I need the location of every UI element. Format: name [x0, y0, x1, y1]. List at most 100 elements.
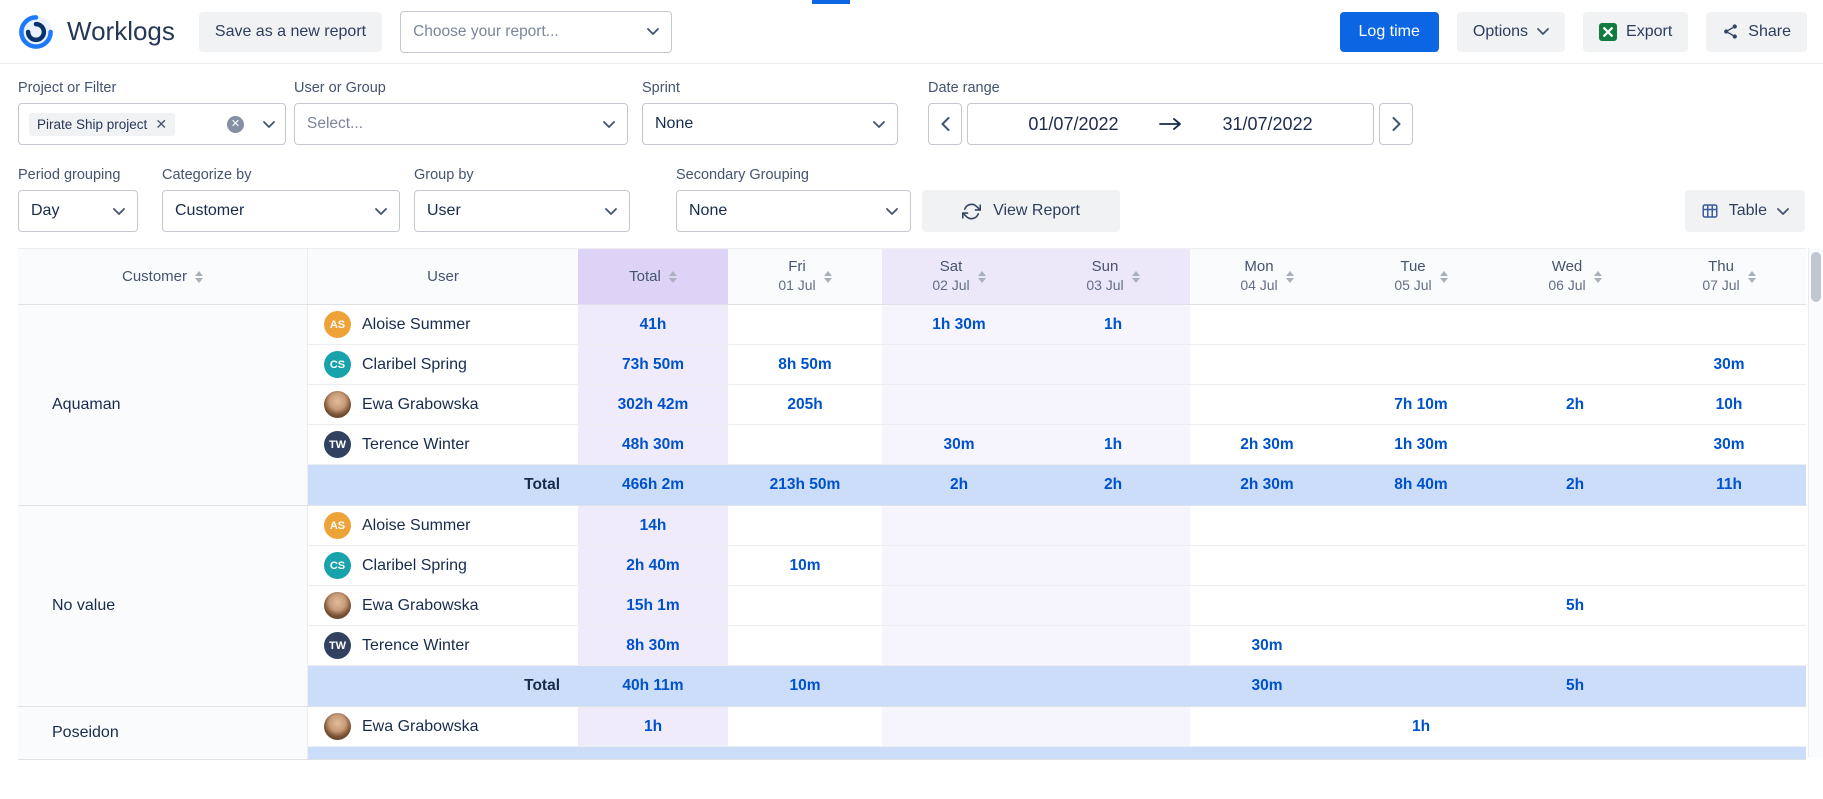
day-cell[interactable]: 10h [1715, 395, 1743, 413]
project-chip[interactable]: Pirate Ship project ✕ [29, 112, 176, 136]
day-cell[interactable]: 1h 30m [882, 305, 1036, 344]
save-as-new-report-button[interactable]: Save as a new report [198, 11, 383, 52]
day-cell[interactable]: 2h 30m [1240, 435, 1294, 453]
day-cell[interactable] [1190, 546, 1344, 585]
day-cell[interactable] [1344, 546, 1498, 585]
sort-icon[interactable] [1593, 270, 1602, 283]
day-column-header[interactable]: Thu 07 Jul [1652, 249, 1806, 304]
day-cell[interactable]: 205h [787, 395, 823, 413]
day-column-header[interactable]: Fri 01 Jul [728, 249, 882, 304]
day-cell[interactable]: 5h [1565, 596, 1585, 614]
sort-icon[interactable] [668, 270, 677, 283]
day-cell[interactable] [1498, 707, 1652, 746]
day-cell[interactable] [1344, 586, 1498, 625]
day-cell[interactable]: 1h [1411, 717, 1431, 735]
day-cell[interactable]: 1h [1036, 425, 1190, 464]
day-cell[interactable] [1652, 305, 1806, 344]
day-cell[interactable] [1498, 626, 1652, 665]
day-column-header[interactable]: Mon 04 Jul [1190, 249, 1344, 304]
sort-icon[interactable] [1285, 270, 1294, 283]
day-column-header[interactable]: Tue 05 Jul [1344, 249, 1498, 304]
group-by-select[interactable]: User [414, 190, 630, 232]
day-column-header[interactable]: Sat 02 Jul [882, 249, 1036, 304]
day-cell[interactable] [882, 345, 1036, 384]
date-end-value[interactable]: 31/07/2022 [1222, 113, 1313, 134]
day-cell[interactable] [1498, 345, 1652, 384]
day-cell[interactable] [728, 586, 882, 625]
date-range-input[interactable]: 01/07/2022 31/07/2022 [967, 103, 1374, 145]
day-cell[interactable] [1344, 626, 1498, 665]
day-cell[interactable] [1036, 345, 1190, 384]
day-cell[interactable] [1498, 546, 1652, 585]
clear-filter-icon[interactable]: ✕ [227, 115, 244, 133]
vertical-scrollbar[interactable] [1808, 248, 1823, 757]
day-cell[interactable] [1652, 626, 1806, 665]
day-cell[interactable] [728, 425, 882, 464]
date-prev-button[interactable] [928, 103, 962, 145]
day-cell[interactable]: 1h [1036, 305, 1190, 344]
date-start-value[interactable]: 01/07/2022 [1028, 113, 1119, 134]
day-cell[interactable] [1498, 305, 1652, 344]
day-cell[interactable] [1344, 305, 1498, 344]
categorize-by-select[interactable]: Customer [162, 190, 400, 232]
day-cell[interactable] [1190, 305, 1344, 344]
day-cell[interactable] [1652, 707, 1806, 746]
day-column-header[interactable]: Wed 06 Jul [1498, 249, 1652, 304]
sort-icon[interactable] [1439, 270, 1448, 283]
day-cell[interactable] [1190, 385, 1344, 424]
remove-project-icon[interactable]: ✕ [155, 116, 168, 132]
day-cell[interactable]: 8h 50m [778, 355, 832, 373]
user-group-select[interactable]: Select... [294, 103, 628, 145]
day-cell[interactable] [728, 626, 882, 665]
project-filter-select[interactable]: Pirate Ship project ✕ ✕ [18, 103, 286, 145]
day-cell[interactable] [1190, 707, 1344, 746]
day-cell[interactable]: 30m [1713, 355, 1745, 373]
day-cell[interactable] [1036, 506, 1190, 545]
sort-icon[interactable] [823, 270, 832, 283]
scrollbar-thumb[interactable] [1811, 252, 1821, 302]
day-cell[interactable]: 7h 10m [1394, 395, 1448, 413]
day-cell[interactable] [882, 707, 1036, 746]
day-cell[interactable] [1036, 546, 1190, 585]
day-cell[interactable] [1036, 707, 1190, 746]
share-button[interactable]: Share [1706, 11, 1807, 52]
day-cell[interactable] [1036, 586, 1190, 625]
day-cell[interactable] [1190, 506, 1344, 545]
day-cell[interactable] [882, 586, 1036, 625]
day-cell[interactable]: 1h 30m [1394, 435, 1448, 453]
day-cell[interactable] [1652, 586, 1806, 625]
day-cell[interactable]: 2h [1565, 395, 1585, 413]
sort-icon[interactable] [977, 270, 986, 283]
day-cell[interactable] [882, 546, 1036, 585]
sort-icon[interactable] [195, 270, 204, 283]
column-header-total[interactable]: Total [578, 249, 728, 304]
day-cell[interactable] [1344, 506, 1498, 545]
day-cell[interactable] [1190, 586, 1344, 625]
choose-report-select[interactable]: Choose your report... [400, 10, 673, 53]
day-cell[interactable] [1190, 345, 1344, 384]
secondary-grouping-select[interactable]: None [676, 190, 911, 232]
period-grouping-select[interactable]: Day [18, 190, 138, 232]
export-button[interactable]: Export [1583, 11, 1689, 52]
day-column-header[interactable]: Sun 03 Jul [1036, 249, 1190, 304]
day-cell[interactable] [882, 626, 1036, 665]
view-mode-table-button[interactable]: Table [1684, 190, 1805, 232]
day-cell[interactable] [1498, 506, 1652, 545]
column-header-customer[interactable]: Customer [18, 249, 308, 304]
date-next-button[interactable] [1379, 103, 1413, 145]
day-cell[interactable] [1652, 546, 1806, 585]
day-cell[interactable] [728, 506, 882, 545]
options-button[interactable]: Options [1456, 11, 1566, 52]
day-cell[interactable] [728, 707, 882, 746]
day-cell[interactable] [882, 506, 1036, 545]
sort-icon[interactable] [1747, 270, 1756, 283]
sort-icon[interactable] [1131, 270, 1140, 283]
day-cell[interactable] [1344, 345, 1498, 384]
day-cell[interactable]: 30m [1713, 435, 1745, 453]
day-cell[interactable] [882, 385, 1036, 424]
log-time-button[interactable]: Log time [1339, 11, 1439, 52]
view-report-button[interactable]: View Report [922, 190, 1120, 232]
day-cell[interactable] [728, 305, 882, 344]
day-cell[interactable] [1652, 506, 1806, 545]
sprint-select[interactable]: None [642, 103, 898, 145]
